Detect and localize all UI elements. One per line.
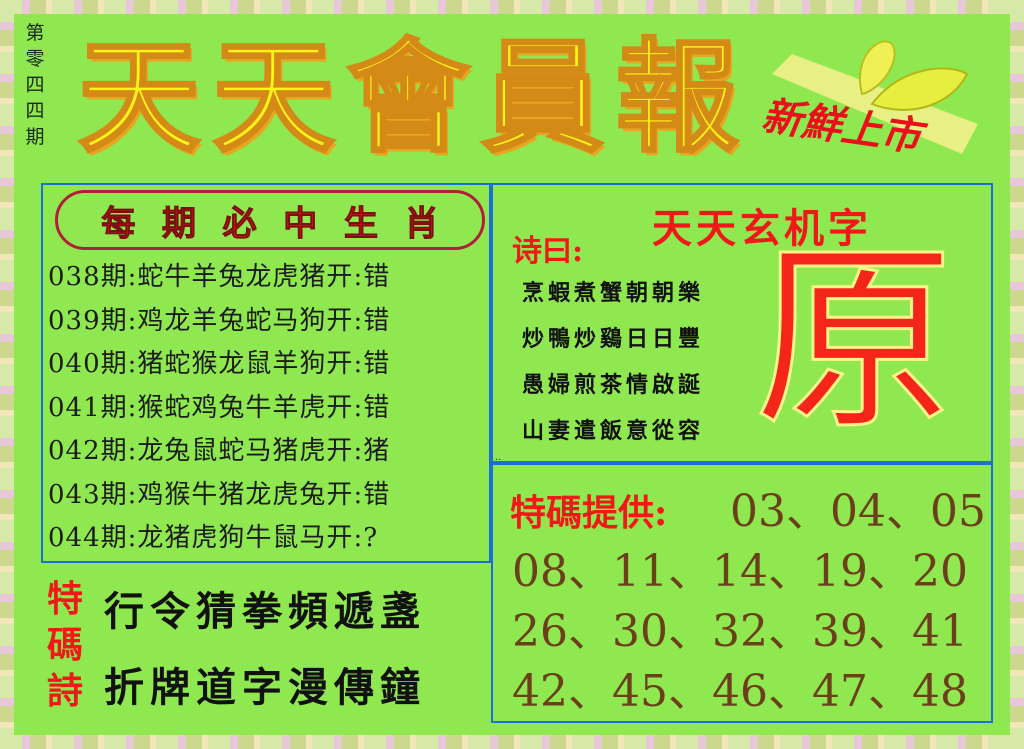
record-period: 038期 [48,262,128,292]
record-row: 044期:龙猪虎狗牛鼠马开:? [48,523,379,553]
special-poem-label-char: 特 [46,578,83,620]
record-zodiacs: 龙猪虎狗牛鼠马 [137,523,327,553]
special-number-label: 特碼提供: [510,492,668,534]
poem-line: 炒鴨炒鷄日日豐 [522,326,705,352]
record-row: 040期:猪蛇猴龙鼠羊狗开:错 [48,349,391,379]
record-zodiacs: 蛇牛羊兔龙虎猪 [137,262,327,292]
masthead-char: 員 [480,25,605,169]
masthead-char: 天 [211,25,336,169]
record-open-label: 开 [326,305,354,336]
mystery-character: 原 [752,224,955,457]
border-bottom [0,735,1024,749]
leaf-icon [772,40,978,154]
special-poem-label-char: 碼 [46,624,83,666]
zodiac-records: 038期:蛇牛羊兔龙虎猪开:错 039期:鸡龙羊兔蛇马狗开:错 040期:猪蛇猴… [48,256,484,561]
record-result: 错 [363,349,391,379]
masthead-char: 報 [615,25,740,169]
zodiac-header-char: 期 [161,203,196,244]
poem-head: 诗曰: [512,234,584,269]
record-open-label: 开 [326,349,354,379]
masthead-char: 會 [346,25,471,169]
record-zodiacs: 猴蛇鸡兔牛羊虎 [137,392,327,423]
record-result: 错 [363,305,391,336]
issue-char: 四 [25,74,45,96]
issue-char: 第 [25,22,45,44]
record-open-label: 开 [326,523,354,553]
special-poem-line: 折牌道字漫傳鐘 [104,664,426,711]
record-row: 042期:龙兔鼠蛇马猪虎开:猪 [48,436,391,466]
masthead-title: 天 天 會 員 報 [77,22,740,172]
record-result: 猪 [363,436,391,466]
zodiac-header-char: 每 [101,203,136,244]
record-row: 038期:蛇牛羊兔龙虎猪开:错 [48,262,391,292]
special-number-row: 42、45、46、47、48 [512,666,968,717]
zodiac-header-char: 中 [283,203,318,244]
issue-char: 期 [25,126,45,148]
poem-line: 愚婦煎茶情啟誕 [522,372,705,398]
zodiac-header: 每 期 必 中 生 肖 [55,190,485,250]
zodiac-header-char: 肖 [404,203,439,244]
new-arrival-badge: 新鮮上市 [752,34,978,162]
issue-char: 四 [25,100,45,122]
record-zodiacs: 鸡猴牛猪龙虎兔 [137,479,327,510]
special-number-row: 03、04、05 [730,486,986,537]
record-result: 错 [363,262,391,292]
border-left [0,0,14,749]
issue-number: 第 零 四 四 期 [22,20,48,150]
record-period: 043期 [48,479,128,510]
poem-title: 天天玄机字 [652,205,872,252]
record-zodiacs: 鸡龙羊兔蛇马狗 [137,305,327,336]
masthead-char: 天 [77,25,202,169]
record-open-label: 开 [326,479,354,510]
record-row: 039期:鸡龙羊兔蛇马狗开:错 [48,305,391,336]
special-number-row: 26、30、32、39、41 [512,606,968,657]
record-period: 040期 [48,349,128,379]
special-poem-label-char: 詩 [46,670,83,712]
record-period: 039期 [48,305,128,336]
record-period: 041期 [48,392,128,423]
border-top [0,0,1024,14]
zodiac-box [41,183,491,563]
record-zodiacs: 猪蛇猴龙鼠羊狗 [137,349,327,379]
record-result: ? [363,523,379,553]
poem-line: 烹蝦煮蟹朝朝樂 [522,280,705,306]
record-period: 044期 [48,523,128,553]
border-right [1010,0,1024,749]
record-open-label: 开 [326,436,354,466]
record-zodiacs: 龙兔鼠蛇马猪虎 [137,436,327,466]
record-result: 错 [363,479,391,510]
zodiac-header-char: 生 [343,203,378,244]
dots: .. [495,452,502,463]
special-poem-line: 行令猜拳頻遞盞 [104,588,426,635]
green-background [14,14,1010,735]
special-number-box [491,463,993,723]
issue-char: 零 [25,48,45,70]
record-period: 042期 [48,436,128,466]
zodiac-header-char: 必 [222,203,257,244]
poem-box [491,183,993,463]
record-row: 041期:猴蛇鸡兔牛羊虎开:错 [48,392,391,423]
record-open-label: 开 [326,392,354,423]
record-open-label: 开 [326,262,354,292]
special-number-row: 08、11、14、19、20 [512,546,968,597]
record-result: 错 [363,392,391,423]
poem-line: 山妻遣飯意從容 [522,418,705,444]
record-row: 043期:鸡猴牛猪龙虎兔开:错 [48,479,391,510]
special-poem-label: 特 碼 詩 [40,576,90,714]
poem-lines: 烹蝦煮蟹朝朝樂 炒鴨炒鷄日日豐 愚婦煎茶情啟誕 山妻遣飯意從容 [522,270,742,454]
